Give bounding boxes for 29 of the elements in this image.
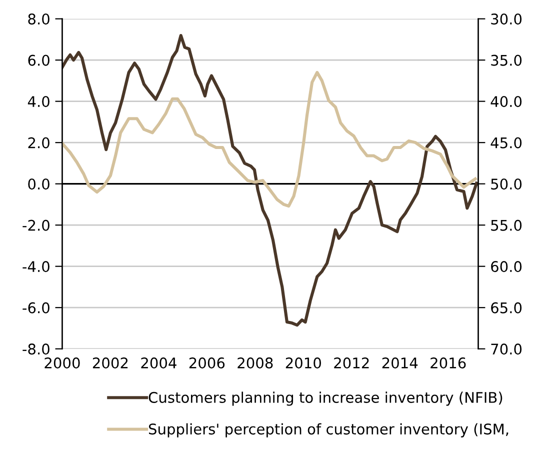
- x-tick-label: 2010: [286, 357, 321, 368]
- x-tick-label: 2008: [238, 357, 273, 368]
- x-tick-label: 2012: [334, 357, 369, 368]
- x-tick-label: 2016: [430, 357, 466, 368]
- x-tick-label: 2002: [92, 357, 128, 368]
- x-tick-label: 2006: [189, 357, 225, 368]
- y2-tick-label: 40.0: [490, 96, 522, 108]
- y-tick-label: -2.0: [22, 220, 50, 231]
- y-tick-label: 4.0: [28, 96, 50, 108]
- y2-tick-label: 70.0: [491, 344, 522, 355]
- y-tick-label: -6.0: [22, 302, 50, 314]
- legend-label: Suppliers' perception of customer inventory (ISM,: [148, 423, 508, 438]
- x-tick-label: 2014: [382, 357, 418, 368]
- y2-tick-label: 60.0: [491, 261, 522, 272]
- y-tick-label: -8.0: [22, 344, 50, 355]
- y-tick-label: 2.0: [28, 137, 50, 148]
- y-tick-label: -4.0: [22, 261, 50, 272]
- x-tick-label: 2004: [141, 357, 176, 368]
- y2-tick-label: 55.0: [491, 220, 522, 231]
- legend-label: Customers planning to increase inventory (NFIB): [148, 392, 502, 406]
- y2-tick-label: 30.0: [491, 14, 522, 25]
- y-tick-label: 0.0: [28, 178, 50, 190]
- y-tick-label: 6.0: [28, 54, 50, 66]
- y2-tick-label: 35.0: [491, 54, 522, 66]
- x-tick-label: 2000: [44, 357, 80, 368]
- y-tick-label: 8.0: [28, 14, 50, 25]
- y2-tick-label: 45.0: [490, 137, 522, 148]
- y2-tick-label: 65.0: [491, 302, 522, 314]
- y2-tick-label: 50.0: [491, 178, 522, 190]
